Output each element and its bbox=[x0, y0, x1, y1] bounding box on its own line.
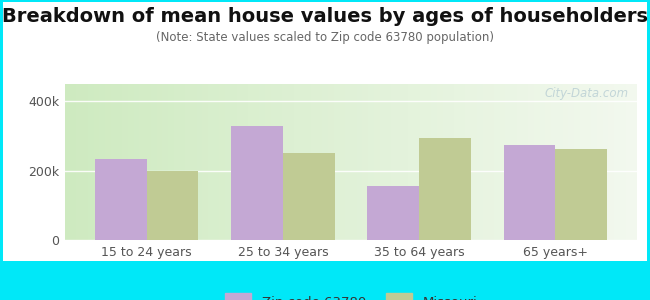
Text: City-Data.com: City-Data.com bbox=[544, 87, 629, 100]
Legend: Zip code 63780, Missouri: Zip code 63780, Missouri bbox=[220, 288, 482, 300]
Bar bbox=[231, 126, 283, 240]
Text: (Note: State values scaled to Zip code 63780 population): (Note: State values scaled to Zip code 6… bbox=[156, 32, 494, 44]
Bar bbox=[419, 138, 471, 240]
Bar bbox=[283, 153, 335, 240]
Bar bbox=[95, 158, 147, 240]
Bar bbox=[555, 149, 607, 240]
Text: Breakdown of mean house values by ages of householders: Breakdown of mean house values by ages o… bbox=[2, 8, 648, 26]
Bar bbox=[504, 145, 555, 240]
Bar bbox=[367, 186, 419, 240]
Bar bbox=[147, 171, 198, 240]
